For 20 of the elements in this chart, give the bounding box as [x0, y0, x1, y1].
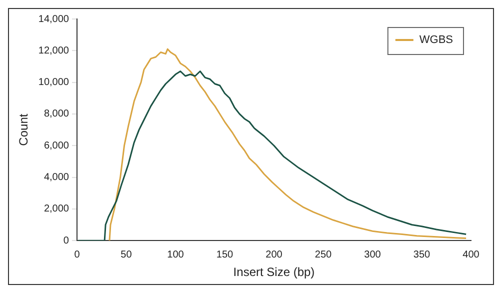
y-tick-label: 12,000 [38, 45, 70, 56]
x-tick-label: 300 [364, 249, 382, 260]
y-axis-title: Count [16, 113, 31, 146]
x-axis-title: Insert Size (bp) [233, 265, 315, 280]
legend-label: WGBS [419, 34, 454, 46]
x-tick-label: 150 [216, 249, 234, 260]
x-tick-label: 50 [120, 249, 132, 260]
y-tick-label: 2,000 [44, 204, 70, 215]
y-tick-label: 0 [63, 235, 70, 246]
y-tick-label: 6,000 [44, 140, 70, 152]
x-tick-label: 200 [266, 249, 283, 260]
y-tick-label: 10,000 [38, 77, 70, 88]
y-tick-label: 4,000 [44, 172, 70, 184]
x-tick-label: 250 [314, 249, 332, 260]
y-tick-label: 8,000 [44, 108, 70, 120]
y-tick-label: 14,000 [38, 14, 70, 25]
x-tick-label: 350 [413, 249, 431, 260]
x-tick-label: 400 [462, 249, 480, 260]
x-tick-label: 100 [167, 249, 184, 260]
x-tick-label: 0 [74, 249, 80, 260]
